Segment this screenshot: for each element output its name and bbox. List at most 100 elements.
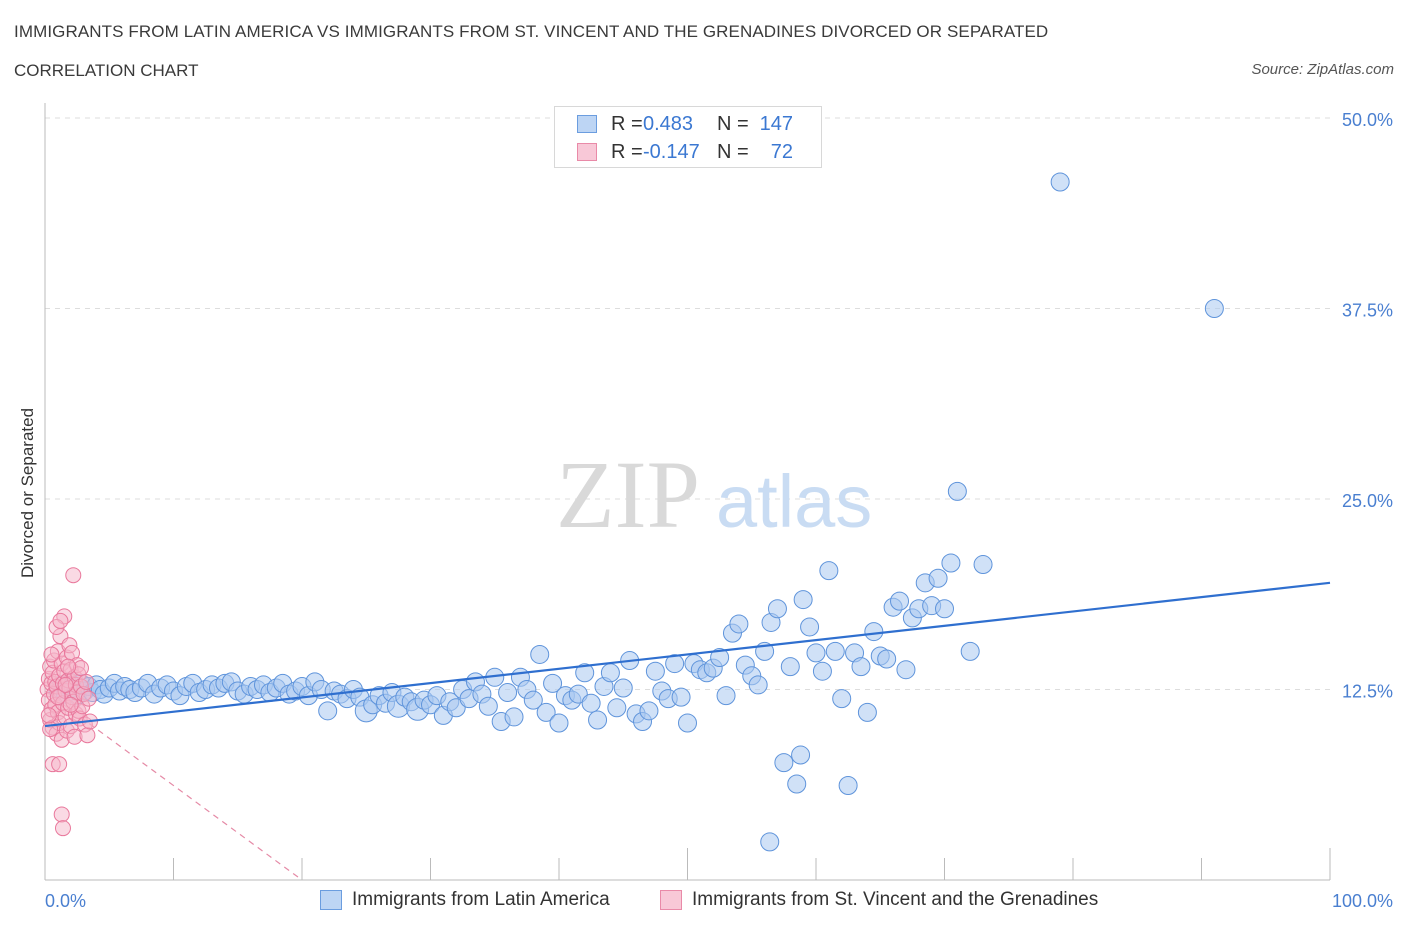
pink-swatch	[577, 143, 597, 161]
pink-trend	[44, 690, 303, 881]
pink-point	[53, 806, 70, 823]
pink-point	[52, 612, 69, 629]
blue-point	[710, 647, 730, 667]
legend-label: Immigrants from Latin America	[352, 889, 610, 910]
watermark: ZIP atlas	[556, 441, 872, 548]
blue-point	[877, 649, 897, 669]
source-label: Source: ZipAtlas.com	[1251, 61, 1394, 78]
blue-swatch	[577, 115, 597, 133]
blue-trend-line	[44, 581, 1331, 728]
blue-point	[838, 776, 858, 796]
blue-point	[787, 774, 807, 794]
blue-point	[819, 561, 839, 581]
y-axis-label: Divorced or Separated	[18, 408, 37, 578]
blue-trend	[44, 581, 1331, 728]
blue-point	[600, 663, 620, 683]
blue-point	[478, 696, 498, 716]
blue-point	[941, 553, 961, 573]
pink-point	[80, 690, 97, 707]
pink-point	[40, 707, 57, 724]
blue-point	[613, 678, 633, 698]
blue-point	[947, 481, 967, 501]
blue-point	[536, 702, 556, 722]
pink-point	[78, 673, 95, 690]
legend-item-latin-america[interactable]: Immigrants from Latin America	[320, 889, 610, 911]
blue-point	[1204, 299, 1224, 318]
pink-point	[51, 756, 68, 773]
x-tick-label: 100.0%	[1332, 891, 1393, 911]
blue-points[interactable]	[48, 172, 1224, 852]
blue-point	[729, 614, 749, 634]
blue-point	[748, 675, 768, 695]
blue-point	[800, 617, 820, 637]
pink-points[interactable]	[39, 567, 98, 837]
pink-trend-line	[44, 690, 303, 881]
blue-point	[588, 710, 608, 730]
n-value: 147	[759, 112, 793, 135]
blue-point	[639, 701, 659, 721]
x-tick-label: 0.0%	[45, 891, 86, 911]
blue-point	[671, 687, 691, 707]
r-label: R =	[611, 140, 643, 163]
legend-item-st-vincent[interactable]: Immigrants from St. Vincent and the Gren…	[660, 889, 1098, 911]
blue-point	[575, 663, 595, 683]
watermark-atlas: atlas	[716, 460, 872, 543]
blue-point	[504, 707, 524, 727]
stats-legend: R = 0.483 N = 147 R = -0.147 N = 72	[554, 106, 822, 168]
blue-point	[581, 693, 601, 713]
blue-point	[890, 591, 910, 611]
pink-point	[49, 689, 66, 706]
blue-point	[645, 661, 665, 681]
y-tick-label: 12.5%	[1342, 682, 1393, 702]
blue-point	[896, 660, 916, 680]
n-label: N =	[717, 140, 749, 163]
y-tick-labels: 12.5% 25.0% 37.5% 50.0%	[1342, 110, 1393, 702]
blue-swatch	[320, 890, 342, 910]
blue-point	[568, 684, 588, 704]
blue-point	[928, 568, 948, 588]
blue-point	[960, 641, 980, 661]
r-value: -0.147	[643, 140, 700, 163]
chart-title: IMMIGRANTS FROM LATIN AMERICA VS IMMIGRA…	[14, 22, 1049, 41]
blue-point	[678, 713, 697, 733]
blue-point	[530, 644, 550, 664]
pink-point	[54, 820, 71, 837]
stats-row-blue: R = 0.483 N = 147	[577, 111, 793, 137]
y-tick-label: 25.0%	[1342, 491, 1393, 511]
blue-point	[607, 698, 627, 718]
pink-point	[65, 567, 82, 584]
blue-point	[851, 657, 871, 677]
blue-point	[549, 713, 569, 733]
n-value: 72	[770, 140, 793, 163]
blue-point	[523, 690, 543, 710]
blue-point	[973, 555, 993, 575]
blue-point	[935, 599, 954, 619]
series-legend: Immigrants from Latin America Immigrants…	[0, 889, 1406, 915]
blue-point	[767, 599, 787, 619]
axes	[44, 103, 1331, 881]
blue-point	[825, 641, 845, 661]
blue-point	[832, 689, 852, 709]
chart-subtitle: CORRELATION CHART	[14, 61, 199, 80]
pink-point	[60, 658, 77, 675]
pink-point	[57, 676, 74, 693]
y-tick-label: 50.0%	[1342, 110, 1393, 130]
blue-point	[498, 683, 518, 703]
legend-label: Immigrants from St. Vincent and the Gren…	[692, 889, 1099, 910]
pink-point	[62, 696, 79, 713]
blue-point	[791, 745, 811, 765]
blue-point	[864, 622, 884, 642]
blue-point	[774, 753, 794, 773]
y-tick-label: 37.5%	[1342, 301, 1393, 321]
blue-point	[318, 701, 338, 721]
blue-point	[665, 654, 685, 674]
blue-point	[716, 686, 736, 706]
blue-point	[793, 590, 813, 610]
x-tick-labels: 0.0% 100.0%	[45, 891, 1393, 911]
pink-swatch	[660, 890, 682, 910]
n-label: N =	[717, 112, 749, 135]
r-value: 0.483	[643, 112, 694, 135]
blue-point	[812, 661, 832, 681]
blue-point	[543, 673, 563, 693]
